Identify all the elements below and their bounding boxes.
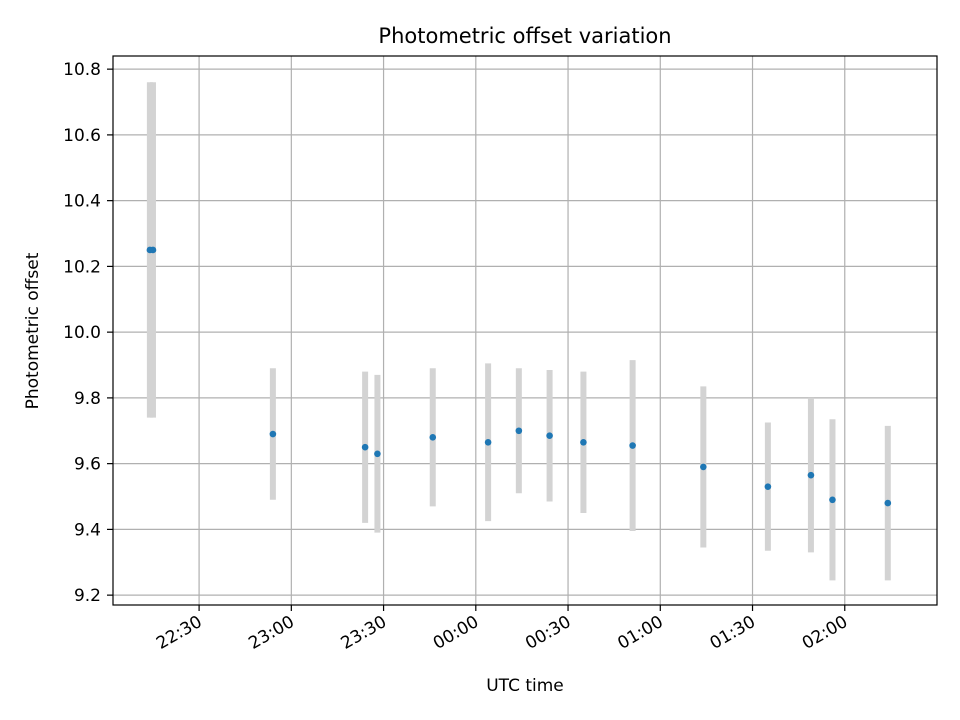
data-point — [546, 432, 553, 439]
y-tick-label: 9.8 — [74, 389, 101, 409]
data-point — [374, 450, 381, 458]
data-point — [484, 438, 492, 446]
data-point — [764, 483, 772, 490]
y-tick-label: 10.0 — [63, 323, 101, 343]
plot-frame — [112, 55, 938, 606]
data-point — [884, 499, 892, 507]
y-tick-label: 9.6 — [74, 455, 101, 475]
y-tick-label: 10.6 — [63, 126, 101, 146]
y-tick-label: 10.2 — [63, 257, 101, 277]
y-axis: 9.2 9.4 9.6 9.8 10.0 10.2 10.4 10.6 10.8 — [63, 60, 113, 606]
y-axis-label: Photometric offset — [23, 252, 43, 409]
grid — [113, 56, 937, 605]
y-tick-label: 10.4 — [63, 192, 101, 212]
data-point — [629, 442, 636, 449]
data-point — [700, 463, 707, 471]
data-point — [829, 496, 836, 504]
data-points — [146, 246, 892, 507]
data-point — [149, 246, 157, 254]
data-point — [361, 443, 369, 451]
chart-title: Photometric offset variation — [378, 24, 671, 48]
data-point — [580, 438, 587, 446]
data-point — [515, 427, 523, 435]
y-tick-label: 10.8 — [63, 60, 101, 80]
data-point — [807, 471, 815, 479]
x-axis-label: UTC time — [486, 676, 564, 696]
data-point — [429, 434, 437, 441]
data-point — [269, 430, 277, 438]
y-tick-label: 9.4 — [74, 520, 101, 540]
y-tick-label: 9.2 — [74, 586, 101, 606]
